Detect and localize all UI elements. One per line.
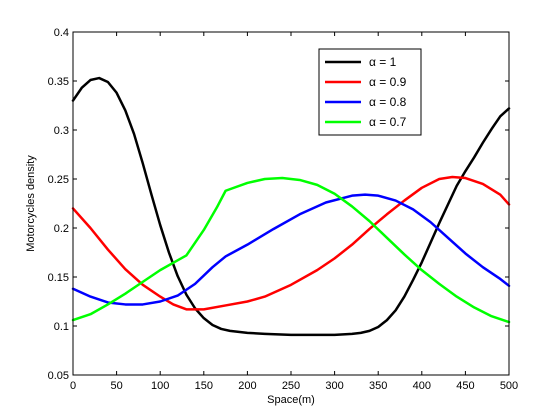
x-tick-label: 500: [500, 380, 518, 392]
y-tick-label: 0.1: [54, 321, 69, 333]
y-tick-label: 0.35: [48, 76, 69, 88]
y-axis: 0.05 0.1 0.15 0.2 0.25 0.3 0.35 0.4: [48, 27, 509, 382]
y-tick-label: 0.4: [54, 27, 69, 39]
x-tick-label: 0: [70, 380, 76, 392]
series-layer: [71, 76, 511, 337]
y-tick-label: 0.05: [48, 370, 69, 382]
x-tick-label: 250: [282, 380, 300, 392]
legend-label: α = 0.7: [369, 115, 407, 129]
plot-area: [73, 32, 509, 375]
legend-label: α = 0.9: [369, 75, 407, 89]
x-axis-title: Space(m): [267, 394, 315, 406]
y-tick-label: 0.2: [54, 223, 69, 235]
x-tick-label: 100: [151, 380, 169, 392]
x-tick-label: 450: [456, 380, 474, 392]
x-tick-label: 400: [413, 380, 431, 392]
x-tick-label: 350: [369, 380, 387, 392]
y-axis-title: Motorcycles density: [25, 155, 37, 252]
y-tick-label: 0.15: [48, 272, 69, 284]
x-tick-label: 150: [195, 380, 213, 392]
x-axis: 0 50 100 150 200 250 300 350 400 450 500: [70, 32, 518, 392]
y-tick-label: 0.25: [48, 174, 69, 186]
series-line-1: [71, 76, 511, 337]
series-line-4: [71, 176, 511, 324]
series-line-2: [71, 175, 511, 311]
y-tick-label: 0.3: [54, 125, 69, 137]
series-line-3: [71, 193, 511, 306]
x-tick-label: 300: [325, 380, 343, 392]
legend-box: [318, 48, 422, 136]
legend: α = 1 α = 0.9 α = 0.8 α = 0.7: [318, 48, 422, 136]
legend-label: α = 1: [369, 55, 397, 69]
x-tick-label: 50: [110, 380, 122, 392]
x-tick-label: 200: [238, 380, 256, 392]
legend-label: α = 0.8: [369, 95, 407, 109]
